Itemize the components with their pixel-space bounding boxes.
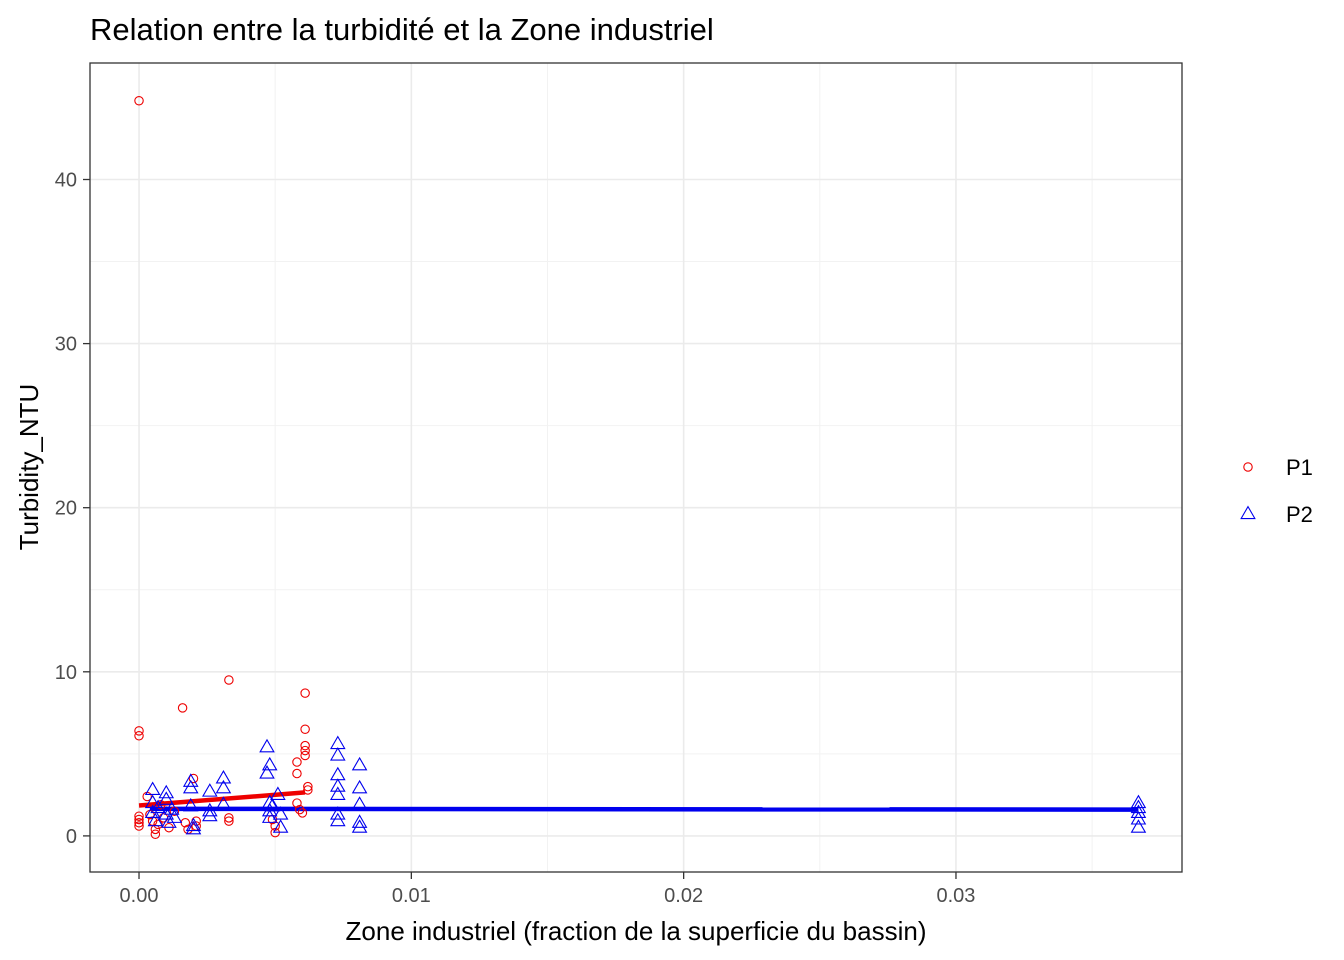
data-point-p1 [134, 811, 144, 821]
data-point-p2 [351, 814, 368, 828]
data-point-p1 [294, 804, 305, 815]
data-point-p1 [150, 829, 161, 840]
x-axis: 0.00 0.01 0.02 0.03 [120, 872, 976, 907]
data-point-p2 [351, 796, 368, 810]
trend-line-p2 [149, 806, 1139, 812]
x-axis-title: Zone industriel (fraction de la superfic… [346, 916, 927, 946]
data-point-p2 [351, 819, 368, 833]
data-point-p2 [261, 756, 278, 771]
data-point-p1 [134, 814, 144, 825]
data-point-p1 [292, 768, 302, 779]
y-tick-label: 40 [55, 170, 77, 192]
x-tick-label: 0.03 [937, 885, 976, 907]
data-point-p2 [1130, 811, 1147, 825]
data-point-p2 [158, 791, 175, 805]
data-point-p2 [182, 773, 199, 787]
plot-background [90, 63, 1182, 872]
y-tick-label: 30 [55, 334, 77, 356]
data-point-p1 [297, 808, 308, 818]
chart-title: Relation entre la turbidité et la Zone i… [90, 12, 714, 47]
data-point-p1 [224, 675, 234, 685]
grid [90, 63, 1182, 872]
data-points [134, 95, 1147, 840]
data-point-p2 [261, 794, 278, 809]
data-point-p2 [182, 797, 199, 812]
data-point-p2 [270, 786, 286, 800]
data-point-p1 [188, 773, 199, 784]
data-point-p2 [185, 817, 202, 832]
y-tick-label: 10 [55, 662, 77, 684]
data-point-p1 [300, 740, 310, 751]
data-point-p1 [134, 726, 144, 736]
data-point-p2 [329, 778, 346, 792]
data-point-p2 [215, 779, 232, 794]
data-point-p2 [261, 809, 278, 823]
data-point-p2 [264, 797, 281, 812]
data-point-p1 [303, 785, 313, 795]
data-point-p1 [300, 688, 310, 698]
data-point-p2 [259, 738, 275, 753]
data-point-p2 [182, 779, 199, 794]
x-tick-label: 0.00 [120, 885, 159, 907]
data-point-p1 [303, 781, 313, 792]
legend-label-p2: P2 [1286, 502, 1313, 527]
data-point-p2 [166, 809, 183, 823]
data-point-p1 [224, 816, 234, 826]
data-point-p2 [161, 814, 177, 828]
y-tick-label: 20 [55, 498, 77, 520]
data-point-p2 [329, 747, 346, 761]
data-point-p1 [177, 703, 188, 713]
y-axis-title: Turbidity_NTU [14, 384, 44, 551]
data-point-p2 [185, 820, 202, 835]
y-tick-label: 0 [66, 826, 77, 848]
plot-border [89, 62, 1183, 873]
data-point-p2 [150, 799, 166, 814]
data-point-p1 [300, 745, 310, 756]
data-point-p1 [134, 731, 144, 741]
x-tick-label: 0.01 [392, 885, 431, 907]
x-tick-label: 0.02 [664, 885, 703, 907]
legend-label-p1: P1 [1286, 455, 1313, 480]
data-point-p2 [272, 819, 289, 833]
data-point-p2 [351, 756, 368, 771]
data-point-p2 [215, 796, 232, 810]
data-point-p1 [292, 798, 302, 808]
data-point-p2 [147, 812, 164, 827]
legend-key-p2 [1240, 505, 1256, 520]
legend: P1 P2 [1240, 455, 1313, 527]
data-point-p2 [202, 783, 218, 797]
data-point-p2 [351, 779, 368, 794]
data-point-p2 [202, 807, 218, 822]
data-point-p2 [202, 802, 218, 817]
data-point-p2 [259, 765, 275, 779]
data-point-p1 [224, 813, 234, 823]
data-point-p2 [329, 806, 346, 820]
data-point-p2 [329, 812, 346, 827]
data-point-p1 [300, 750, 310, 761]
data-point-p1 [292, 757, 302, 767]
data-point-p2 [215, 769, 232, 784]
data-point-p1 [134, 818, 144, 828]
data-point-p1 [134, 821, 144, 831]
legend-key-p1 [1243, 462, 1253, 472]
data-point-p2 [144, 794, 161, 809]
data-point-p1 [300, 724, 310, 734]
y-axis: 0 10 20 30 40 [55, 170, 90, 848]
data-point-p2 [272, 806, 289, 820]
data-point-p1 [134, 95, 144, 106]
data-point-p2 [1130, 804, 1147, 818]
data-point-p2 [1130, 819, 1147, 833]
data-point-p2 [158, 784, 175, 799]
data-point-p2 [329, 786, 346, 800]
data-point-p2 [1130, 794, 1147, 809]
data-point-p2 [144, 781, 161, 796]
data-point-p1 [153, 819, 163, 830]
